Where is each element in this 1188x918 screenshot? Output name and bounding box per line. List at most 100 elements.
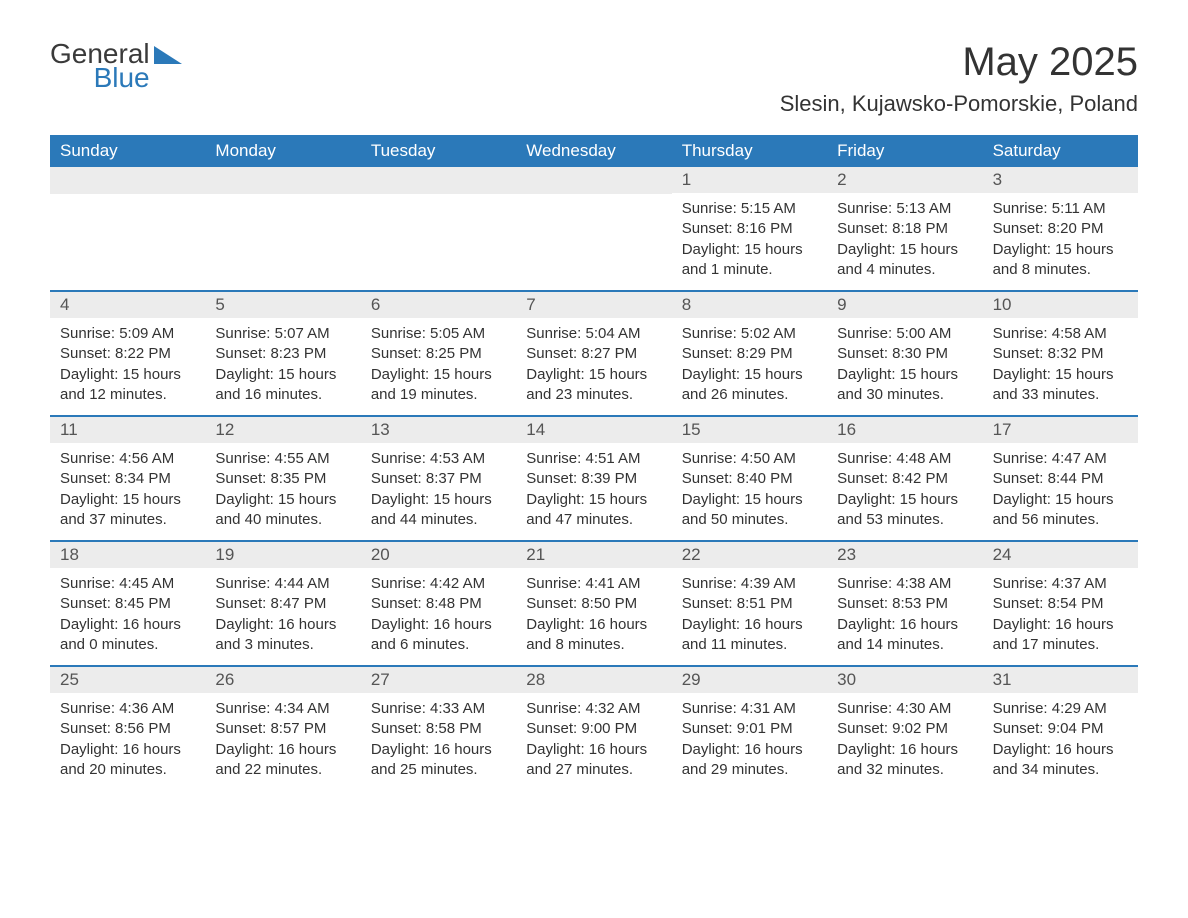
day-cell: 4Sunrise: 5:09 AMSunset: 8:22 PMDaylight… (50, 292, 205, 415)
day-details: Sunrise: 4:55 AMSunset: 8:35 PMDaylight:… (205, 443, 360, 540)
sunset-line: Sunset: 8:53 PM (837, 594, 972, 614)
daylight-line: Daylight: 16 hours and 17 minutes. (993, 615, 1128, 656)
brand-text: General Blue (50, 40, 150, 92)
sunset-line: Sunset: 8:50 PM (526, 594, 661, 614)
header: General Blue May 2025 Slesin, Kujawsko-P… (50, 40, 1138, 117)
weekday-header-row: SundayMondayTuesdayWednesdayThursdayFrid… (50, 135, 1138, 167)
day-number: 25 (50, 667, 205, 693)
day-cell: 7Sunrise: 5:04 AMSunset: 8:27 PMDaylight… (516, 292, 671, 415)
daylight-line: Daylight: 15 hours and 1 minute. (682, 240, 817, 281)
day-details: Sunrise: 5:02 AMSunset: 8:29 PMDaylight:… (672, 318, 827, 415)
day-cell: 14Sunrise: 4:51 AMSunset: 8:39 PMDayligh… (516, 417, 671, 540)
daylight-line: Daylight: 15 hours and 12 minutes. (60, 365, 195, 406)
week-row: 25Sunrise: 4:36 AMSunset: 8:56 PMDayligh… (50, 665, 1138, 790)
day-details: Sunrise: 4:36 AMSunset: 8:56 PMDaylight:… (50, 693, 205, 790)
day-cell: 26Sunrise: 4:34 AMSunset: 8:57 PMDayligh… (205, 667, 360, 790)
day-cell: 15Sunrise: 4:50 AMSunset: 8:40 PMDayligh… (672, 417, 827, 540)
day-cell: 10Sunrise: 4:58 AMSunset: 8:32 PMDayligh… (983, 292, 1138, 415)
day-cell: 6Sunrise: 5:05 AMSunset: 8:25 PMDaylight… (361, 292, 516, 415)
daylight-line: Daylight: 15 hours and 33 minutes. (993, 365, 1128, 406)
sunset-line: Sunset: 8:48 PM (371, 594, 506, 614)
day-empty (50, 167, 205, 290)
daylight-line: Daylight: 15 hours and 50 minutes. (682, 490, 817, 531)
day-details: Sunrise: 4:30 AMSunset: 9:02 PMDaylight:… (827, 693, 982, 790)
sunset-line: Sunset: 9:02 PM (837, 719, 972, 739)
sunset-line: Sunset: 8:40 PM (682, 469, 817, 489)
day-cell: 18Sunrise: 4:45 AMSunset: 8:45 PMDayligh… (50, 542, 205, 665)
day-cell: 16Sunrise: 4:48 AMSunset: 8:42 PMDayligh… (827, 417, 982, 540)
sunset-line: Sunset: 9:00 PM (526, 719, 661, 739)
day-details: Sunrise: 4:51 AMSunset: 8:39 PMDaylight:… (516, 443, 671, 540)
sunrise-line: Sunrise: 4:50 AM (682, 449, 817, 469)
week-row: 18Sunrise: 4:45 AMSunset: 8:45 PMDayligh… (50, 540, 1138, 665)
sunset-line: Sunset: 8:47 PM (215, 594, 350, 614)
day-cell: 23Sunrise: 4:38 AMSunset: 8:53 PMDayligh… (827, 542, 982, 665)
week-row: 1Sunrise: 5:15 AMSunset: 8:16 PMDaylight… (50, 167, 1138, 290)
week-row: 4Sunrise: 5:09 AMSunset: 8:22 PMDaylight… (50, 290, 1138, 415)
weekday-tuesday: Tuesday (361, 135, 516, 167)
sunrise-line: Sunrise: 5:07 AM (215, 324, 350, 344)
day-number: 13 (361, 417, 516, 443)
day-cell: 9Sunrise: 5:00 AMSunset: 8:30 PMDaylight… (827, 292, 982, 415)
day-number: 30 (827, 667, 982, 693)
day-cell: 30Sunrise: 4:30 AMSunset: 9:02 PMDayligh… (827, 667, 982, 790)
sunset-line: Sunset: 8:44 PM (993, 469, 1128, 489)
day-number: 10 (983, 292, 1138, 318)
sunrise-line: Sunrise: 5:05 AM (371, 324, 506, 344)
day-number: 5 (205, 292, 360, 318)
sunset-line: Sunset: 8:20 PM (993, 219, 1128, 239)
weekday-wednesday: Wednesday (516, 135, 671, 167)
day-number: 28 (516, 667, 671, 693)
sunrise-line: Sunrise: 5:15 AM (682, 199, 817, 219)
day-number: 15 (672, 417, 827, 443)
day-number: 29 (672, 667, 827, 693)
day-details: Sunrise: 4:56 AMSunset: 8:34 PMDaylight:… (50, 443, 205, 540)
weekday-friday: Friday (827, 135, 982, 167)
day-cell: 31Sunrise: 4:29 AMSunset: 9:04 PMDayligh… (983, 667, 1138, 790)
sunrise-line: Sunrise: 4:47 AM (993, 449, 1128, 469)
sunrise-line: Sunrise: 5:13 AM (837, 199, 972, 219)
daylight-line: Daylight: 15 hours and 4 minutes. (837, 240, 972, 281)
daylight-line: Daylight: 15 hours and 16 minutes. (215, 365, 350, 406)
day-details: Sunrise: 4:42 AMSunset: 8:48 PMDaylight:… (361, 568, 516, 665)
day-details: Sunrise: 5:00 AMSunset: 8:30 PMDaylight:… (827, 318, 982, 415)
sunrise-line: Sunrise: 5:00 AM (837, 324, 972, 344)
day-number: 8 (672, 292, 827, 318)
day-number: 19 (205, 542, 360, 568)
day-number: 23 (827, 542, 982, 568)
sunset-line: Sunset: 8:39 PM (526, 469, 661, 489)
daylight-line: Daylight: 15 hours and 53 minutes. (837, 490, 972, 531)
day-details: Sunrise: 4:58 AMSunset: 8:32 PMDaylight:… (983, 318, 1138, 415)
daylight-line: Daylight: 15 hours and 19 minutes. (371, 365, 506, 406)
day-details: Sunrise: 4:41 AMSunset: 8:50 PMDaylight:… (516, 568, 671, 665)
day-details: Sunrise: 4:53 AMSunset: 8:37 PMDaylight:… (361, 443, 516, 540)
day-number: 7 (516, 292, 671, 318)
day-number: 12 (205, 417, 360, 443)
day-cell: 27Sunrise: 4:33 AMSunset: 8:58 PMDayligh… (361, 667, 516, 790)
sunrise-line: Sunrise: 4:45 AM (60, 574, 195, 594)
day-number (205, 167, 360, 194)
weekday-thursday: Thursday (672, 135, 827, 167)
sunset-line: Sunset: 8:22 PM (60, 344, 195, 364)
day-empty (205, 167, 360, 290)
sunset-line: Sunset: 8:34 PM (60, 469, 195, 489)
daylight-line: Daylight: 15 hours and 8 minutes. (993, 240, 1128, 281)
sunrise-line: Sunrise: 4:30 AM (837, 699, 972, 719)
sunrise-line: Sunrise: 4:31 AM (682, 699, 817, 719)
day-number (50, 167, 205, 194)
brand-logo: General Blue (50, 40, 182, 92)
day-details: Sunrise: 4:50 AMSunset: 8:40 PMDaylight:… (672, 443, 827, 540)
daylight-line: Daylight: 15 hours and 30 minutes. (837, 365, 972, 406)
sunrise-line: Sunrise: 4:44 AM (215, 574, 350, 594)
day-details: Sunrise: 4:37 AMSunset: 8:54 PMDaylight:… (983, 568, 1138, 665)
sunset-line: Sunset: 9:01 PM (682, 719, 817, 739)
day-details: Sunrise: 5:09 AMSunset: 8:22 PMDaylight:… (50, 318, 205, 415)
daylight-line: Daylight: 16 hours and 32 minutes. (837, 740, 972, 781)
day-cell: 5Sunrise: 5:07 AMSunset: 8:23 PMDaylight… (205, 292, 360, 415)
day-cell: 12Sunrise: 4:55 AMSunset: 8:35 PMDayligh… (205, 417, 360, 540)
day-cell: 28Sunrise: 4:32 AMSunset: 9:00 PMDayligh… (516, 667, 671, 790)
day-cell: 20Sunrise: 4:42 AMSunset: 8:48 PMDayligh… (361, 542, 516, 665)
sunrise-line: Sunrise: 5:02 AM (682, 324, 817, 344)
day-cell: 2Sunrise: 5:13 AMSunset: 8:18 PMDaylight… (827, 167, 982, 290)
sunrise-line: Sunrise: 5:04 AM (526, 324, 661, 344)
